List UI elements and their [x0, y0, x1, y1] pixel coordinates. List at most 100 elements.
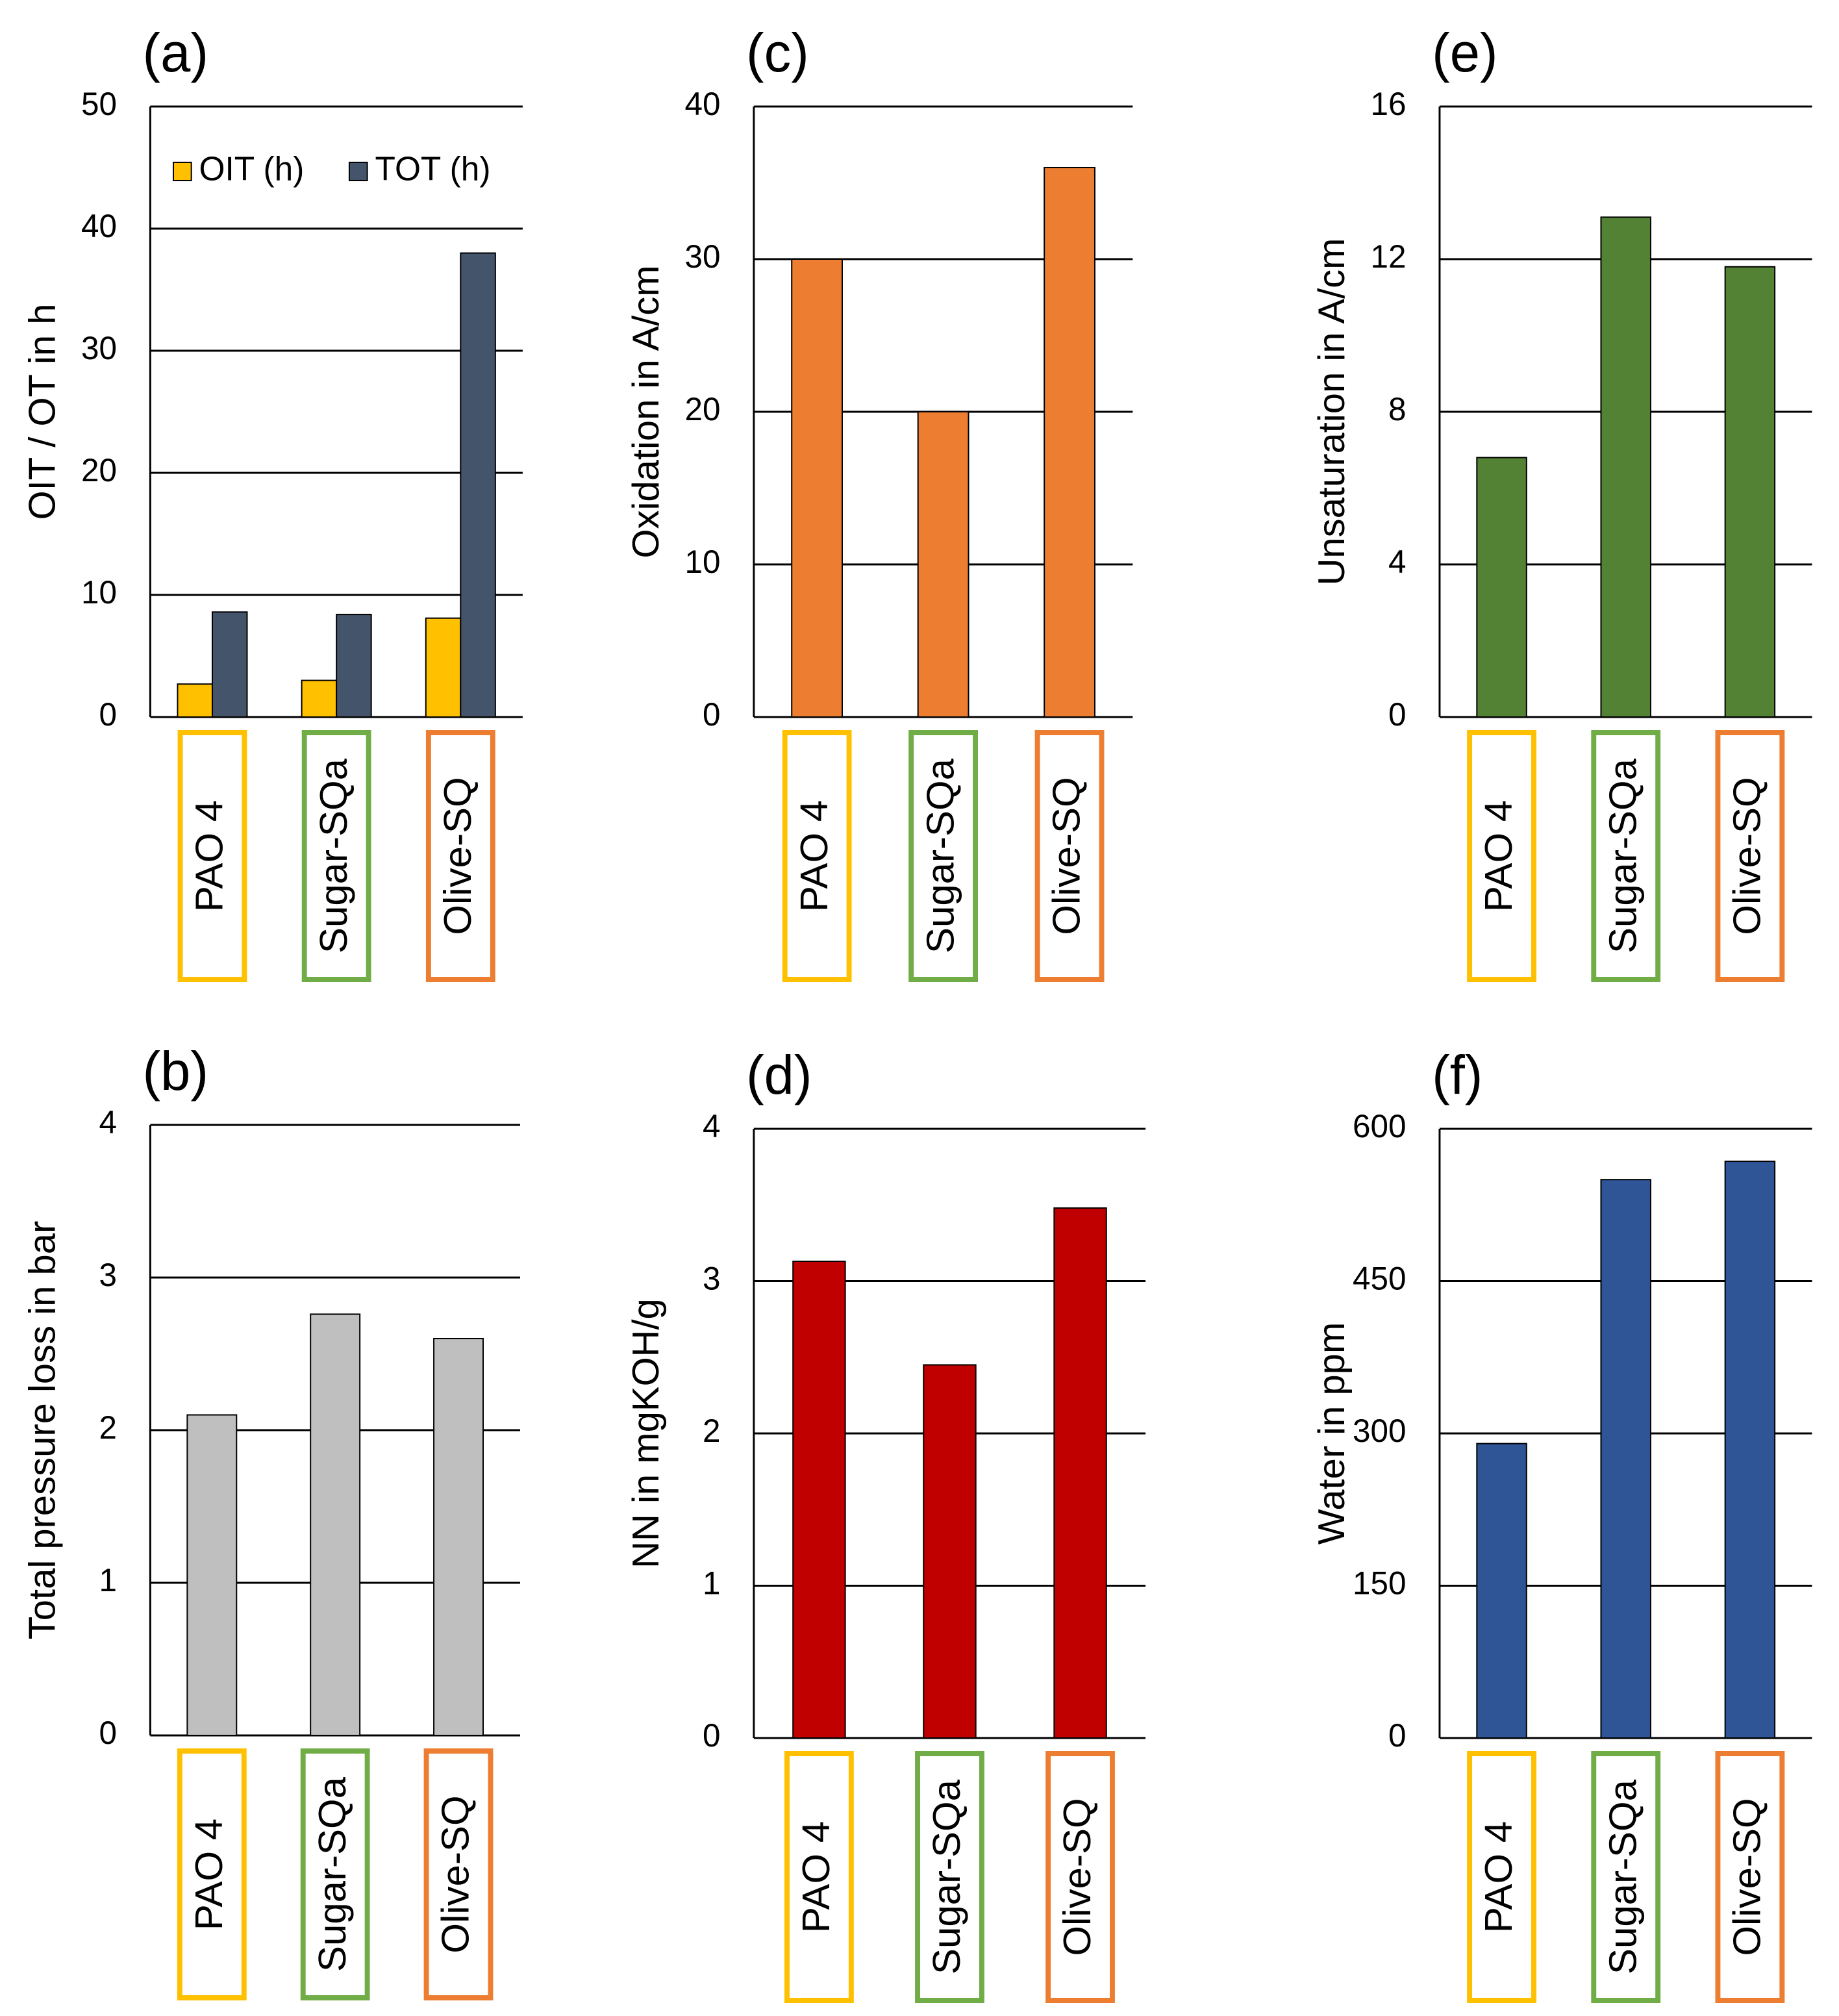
x-tick-label: Sugar-SQa: [925, 1779, 968, 1974]
category-box: [1591, 1751, 1661, 2003]
y-tick-label: 450: [1353, 1260, 1407, 1296]
bar: [425, 617, 462, 718]
y-tick-label: 600: [1353, 1108, 1407, 1144]
y-tick-label: 3: [703, 1260, 721, 1296]
x-tick-label: PAO 4: [792, 800, 836, 912]
category-box: [1467, 730, 1536, 982]
bar: [917, 411, 970, 718]
y-axis-label: Total pressure loss in bar: [22, 1221, 64, 1640]
category-box: [425, 730, 495, 982]
category-box: [915, 1751, 984, 2003]
y-tick-label: 0: [99, 1715, 117, 1751]
panel-label: (e): [1432, 22, 1498, 84]
category-box: [908, 730, 978, 982]
bar: [1044, 167, 1095, 718]
category-box: [1045, 1751, 1115, 2003]
y-tick-label: 10: [81, 574, 117, 611]
y-tick-label: 40: [684, 86, 720, 122]
legend-label: OIT (h): [199, 149, 305, 187]
category-box: [423, 1748, 494, 2000]
y-tick-label: 1: [703, 1565, 721, 1601]
bar: [1476, 457, 1527, 718]
bar: [792, 1261, 846, 1739]
y-tick-label: 4: [1388, 544, 1407, 580]
x-tick-label: Olive-SQ: [434, 1795, 477, 1953]
x-tick-label: PAO 4: [1477, 1821, 1521, 1933]
category-box: [301, 730, 371, 982]
category-box: [782, 730, 852, 982]
y-tick-label: 20: [81, 452, 117, 488]
category-box: [1715, 730, 1785, 982]
y-tick-label: 150: [1353, 1565, 1407, 1601]
bar: [177, 683, 213, 718]
y-tick-label: 50: [81, 86, 117, 122]
bar: [460, 252, 496, 718]
legend-label: TOT (h): [375, 149, 490, 187]
x-tick-label: Sugar-SQa: [919, 758, 962, 953]
x-tick-label: Olive-SQ: [1045, 777, 1088, 935]
bar: [1600, 216, 1651, 718]
x-tick-label: PAO 4: [1477, 800, 1521, 912]
y-tick-label: 12: [1371, 238, 1407, 275]
panel-label: (f): [1432, 1044, 1482, 1106]
bar: [1053, 1207, 1107, 1739]
x-tick-label: PAO 4: [187, 1819, 231, 1930]
panel-label: (b): [143, 1040, 209, 1102]
x-tick-label: Olive-SQ: [1725, 777, 1769, 935]
x-tick-label: PAO 4: [188, 800, 231, 912]
y-tick-label: 0: [99, 696, 117, 733]
x-tick-label: Olive-SQ: [1056, 1798, 1099, 1956]
bar: [1724, 266, 1776, 718]
bar: [791, 258, 843, 718]
x-tick-label: Sugar-SQa: [1601, 1779, 1645, 1974]
y-axis-label: Water in ppm: [1311, 1322, 1353, 1545]
bar: [186, 1414, 238, 1736]
y-tick-label: 30: [81, 330, 117, 366]
y-tick-label: 10: [684, 544, 720, 580]
y-tick-label: 3: [99, 1257, 117, 1293]
bar: [336, 614, 372, 718]
y-tick-label: 40: [81, 208, 117, 244]
bar: [433, 1338, 484, 1736]
bar: [310, 1313, 361, 1736]
x-tick-label: Sugar-SQa: [310, 1776, 354, 1972]
legend-swatch: [172, 162, 192, 181]
y-axis-label: OIT / OT in h: [22, 304, 64, 520]
category-box: [1715, 1751, 1785, 2003]
category-box: [177, 730, 247, 982]
y-tick-label: 4: [703, 1108, 721, 1144]
category-box: [177, 1748, 247, 2000]
x-tick-label: Sugar-SQa: [312, 758, 355, 953]
y-tick-label: 0: [703, 1717, 721, 1754]
panel-label: (c): [746, 22, 809, 84]
y-axis-label: Unsaturation in A/cm: [1311, 238, 1353, 586]
x-tick-label: Olive-SQ: [436, 777, 479, 935]
bar: [1724, 1161, 1776, 1739]
category-box: [300, 1748, 370, 2000]
category-box: [1467, 1751, 1536, 2003]
panel-label: (a): [143, 22, 209, 84]
y-tick-label: 0: [1388, 696, 1407, 733]
category-box: [1034, 730, 1105, 982]
y-tick-label: 8: [1388, 391, 1407, 427]
y-tick-label: 2: [703, 1413, 721, 1449]
bar: [923, 1364, 977, 1739]
bar: [211, 611, 248, 718]
y-tick-label: 4: [99, 1104, 117, 1140]
y-tick-label: 2: [99, 1409, 117, 1446]
category-box: [784, 1751, 854, 2003]
y-tick-label: 30: [684, 238, 720, 275]
y-tick-label: 0: [703, 696, 721, 733]
x-tick-label: Sugar-SQa: [1601, 758, 1645, 953]
bar: [1600, 1179, 1651, 1739]
y-tick-label: 20: [684, 391, 720, 427]
x-tick-label: PAO 4: [794, 1821, 838, 1933]
panel-label: (d): [746, 1044, 812, 1106]
x-tick-label: Olive-SQ: [1725, 1798, 1769, 1956]
y-tick-label: 1: [99, 1562, 117, 1598]
legend-swatch: [348, 162, 368, 181]
y-tick-label: 16: [1371, 86, 1407, 122]
y-tick-label: 300: [1353, 1413, 1407, 1449]
y-axis-label: Oxidation in A/cm: [625, 265, 667, 558]
